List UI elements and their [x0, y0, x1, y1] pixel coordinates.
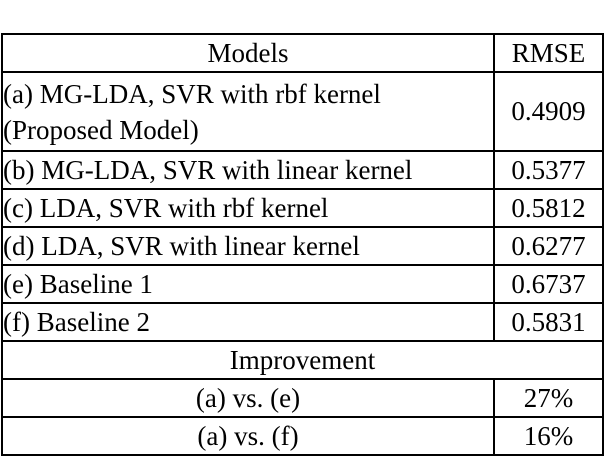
improvement-section-header: Improvement: [1, 340, 604, 380]
rmse-cell-e: 0.6737: [493, 264, 604, 304]
model-cell-c: (c) LDA, SVR with rbf kernel: [1, 188, 495, 228]
header-cell-rmse: RMSE: [493, 33, 604, 73]
table-header-row: Models RMSE: [1, 33, 604, 73]
comparison-row-2: (a) vs. (f) 16%: [1, 416, 604, 456]
results-table: Models RMSE (a) MG-LDA, SVR with rbf ker…: [1, 33, 604, 456]
table-row-e: (e) Baseline 1 0.6737: [1, 264, 604, 304]
model-cell-a: (a) MG-LDA, SVR with rbf kernel (Propose…: [1, 71, 495, 152]
rmse-cell-b: 0.5377: [493, 150, 604, 190]
rmse-cell-c: 0.5812: [493, 188, 604, 228]
improvement-value-cell-1: 27%: [493, 378, 604, 418]
comparison-row-1: (a) vs. (e) 27%: [1, 378, 604, 418]
model-cell-b: (b) MG-LDA, SVR with linear kernel: [1, 150, 495, 190]
table-row-a: (a) MG-LDA, SVR with rbf kernel (Propose…: [1, 71, 604, 152]
rmse-cell-a: 0.4909: [493, 71, 604, 152]
rmse-cell-f: 0.5831: [493, 302, 604, 342]
model-a-line-2: (Proposed Model): [3, 114, 199, 145]
model-cell-e: (e) Baseline 1: [1, 264, 495, 304]
model-cell-d: (d) LDA, SVR with linear kernel: [1, 226, 495, 266]
improvement-header-row: Improvement: [1, 340, 604, 380]
improvement-value-cell-2: 16%: [493, 416, 604, 456]
table-row-f: (f) Baseline 2 0.5831: [1, 302, 604, 342]
comparison-cell-2: (a) vs. (f): [1, 416, 495, 456]
rmse-cell-d: 0.6277: [493, 226, 604, 266]
comparison-cell-1: (a) vs. (e): [1, 378, 495, 418]
model-a-line-1: (a) MG-LDA, SVR with rbf kernel: [3, 78, 381, 109]
table-row-c: (c) LDA, SVR with rbf kernel 0.5812: [1, 188, 604, 228]
header-cell-models: Models: [1, 33, 495, 73]
model-cell-f: (f) Baseline 2: [1, 302, 495, 342]
table-row-d: (d) LDA, SVR with linear kernel 0.6277: [1, 226, 604, 266]
table-row-b: (b) MG-LDA, SVR with linear kernel 0.537…: [1, 150, 604, 190]
